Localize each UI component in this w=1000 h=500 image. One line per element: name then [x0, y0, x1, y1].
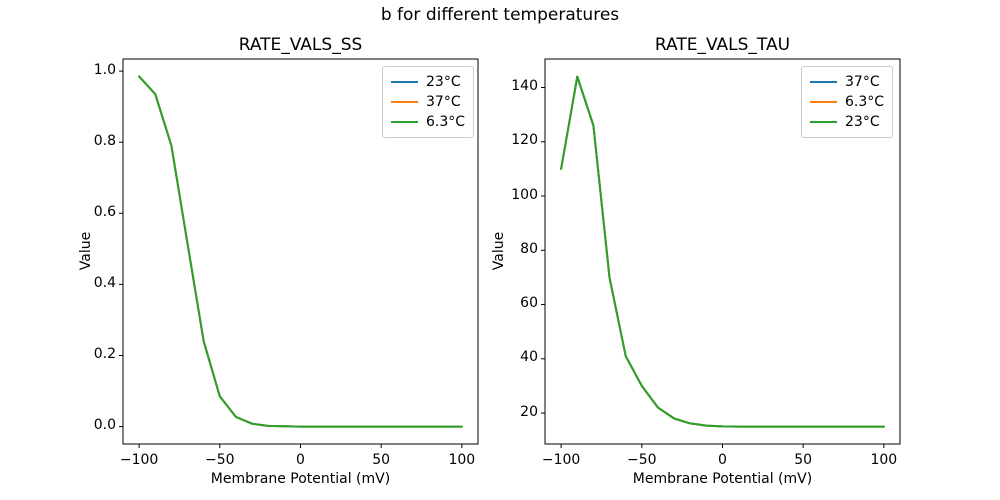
left-yaxis-label: Value [78, 231, 94, 271]
left-x-tick-label: 0 [296, 452, 305, 468]
right-y-tick-label: 80 [520, 241, 538, 257]
left-y-tick-label: 0.8 [93, 133, 116, 149]
legend-line-sample [810, 121, 837, 123]
legend-entry: 6.3°C [391, 112, 465, 132]
left-legend: 23°C 37°C 6.3°C [382, 66, 475, 138]
legend-entry: 37°C [391, 92, 465, 112]
right-y-tick-label: 120 [511, 132, 538, 148]
left-y-tick-label: 0.4 [93, 275, 116, 291]
right-y-tick-label: 20 [520, 404, 538, 420]
left-x-tick-label: 50 [372, 452, 391, 468]
legend-entry: 37°C [810, 72, 884, 92]
right-y-tick-label: 100 [511, 187, 538, 203]
right-x-tick-label: −100 [541, 452, 581, 468]
left-x-tick-label: −100 [119, 452, 159, 468]
right-x-tick-label: 100 [870, 452, 898, 468]
left-y-tick-label: 0.2 [93, 346, 116, 362]
left-y-tick-label: 0.6 [93, 204, 116, 220]
legend-entry: 23°C [810, 112, 884, 132]
legend-label: 6.3°C [426, 114, 466, 130]
right-y-tick-label: 40 [520, 349, 538, 365]
left-y-tick-label: 0.0 [93, 417, 116, 433]
right-legend: 37°C 6.3°C 23°C [801, 66, 894, 138]
figure-title: b for different temperatures [380, 5, 620, 25]
left-y-tick-label: 1.0 [93, 62, 116, 78]
legend-line-sample [391, 101, 418, 103]
right-y-tick-label: 60 [520, 295, 538, 311]
legend-line-sample [810, 101, 837, 103]
right-y-tick-label: 140 [511, 78, 538, 94]
right-x-tick-label: 50 [794, 452, 813, 468]
legend-label: 6.3°C [845, 94, 885, 110]
legend-entry: 23°C [391, 72, 465, 92]
legend-entry: 6.3°C [810, 92, 884, 112]
left-xaxis-label: Membrane Potential (mV) [210, 471, 391, 487]
legend-label: 23°C [426, 74, 461, 90]
legend-line-sample [810, 81, 837, 83]
left-plot-title: RATE_VALS_SS [238, 35, 363, 55]
right-x-tick-label: −50 [627, 452, 657, 468]
right-x-tick-label: 0 [718, 452, 727, 468]
legend-label: 37°C [845, 74, 880, 90]
legend-label: 23°C [845, 114, 880, 130]
left-x-tick-label: −50 [205, 452, 235, 468]
legend-label: 37°C [426, 94, 461, 110]
right-plot-title: RATE_VALS_TAU [654, 35, 791, 55]
left-x-tick-label: 100 [448, 452, 476, 468]
curve-left-2 [138, 75, 463, 428]
right-xaxis-label: Membrane Potential (mV) [632, 471, 813, 487]
legend-line-sample [391, 81, 418, 83]
curve-right-2 [560, 75, 885, 428]
legend-line-sample [391, 121, 418, 123]
